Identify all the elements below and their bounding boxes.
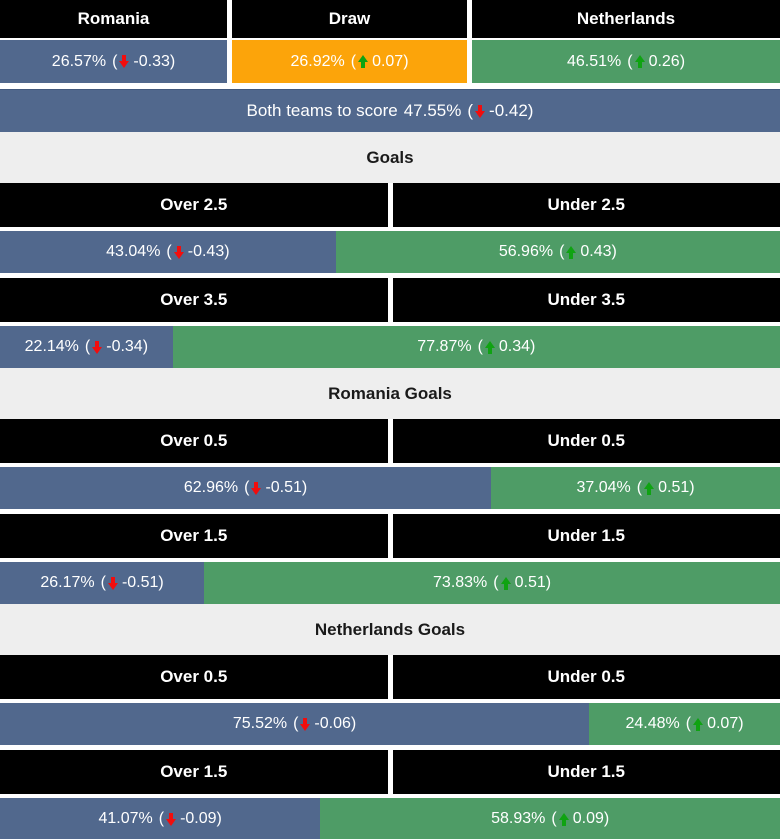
increase-arrow-icon bbox=[566, 245, 577, 259]
spacer bbox=[0, 38, 780, 40]
btts-label: Both teams to score bbox=[246, 101, 398, 120]
spacer bbox=[0, 273, 780, 278]
under-header: Under 0.5 bbox=[392, 419, 780, 463]
over-bar-segment: 43.04% (-0.43) bbox=[0, 231, 336, 273]
header-romania-label: Romania bbox=[77, 9, 150, 28]
probability-bar-row: 43.04% (-0.43) 56.96% (0.43) bbox=[0, 231, 780, 273]
btts-pct: 47.55% bbox=[403, 101, 462, 120]
probability-bar-row: 41.07% (-0.09) 58.93% (0.09) bbox=[0, 798, 780, 839]
under-header: Under 3.5 bbox=[392, 278, 780, 322]
increase-arrow-icon bbox=[644, 481, 655, 495]
increase-arrow-icon bbox=[500, 576, 511, 590]
increase-arrow-icon bbox=[484, 340, 495, 354]
decrease-arrow-icon bbox=[475, 104, 486, 118]
under-bar-segment: 58.93% (0.09) bbox=[320, 798, 780, 839]
header-divider bbox=[387, 278, 393, 322]
spacer bbox=[0, 463, 780, 467]
increase-arrow-icon bbox=[358, 55, 369, 68]
over-under-header-row: Over 0.5 Under 0.5 bbox=[0, 419, 780, 463]
spacer bbox=[0, 83, 780, 89]
under-bar-segment: 37.04% (0.51) bbox=[491, 467, 780, 509]
under-header: Under 2.5 bbox=[392, 183, 780, 227]
both-teams-to-score-bar: Both teams to score 47.55% (-0.42) bbox=[0, 89, 780, 132]
bar-divider bbox=[227, 40, 232, 83]
spacer bbox=[0, 794, 780, 798]
probability-bar-row: 22.14% (-0.34) 77.87% (0.34) bbox=[0, 326, 780, 368]
netherlands-win-delta: (0.26) bbox=[627, 52, 686, 70]
over-bar-segment: 22.14% (-0.34) bbox=[0, 326, 173, 368]
header-divider bbox=[387, 514, 393, 558]
under-bar-segment: 56.96% (0.43) bbox=[335, 231, 780, 273]
over-under-header-row: Over 1.5 Under 1.5 bbox=[0, 514, 780, 558]
header-divider bbox=[467, 0, 472, 38]
header-netherlands-label: Netherlands bbox=[576, 9, 676, 28]
under-bar-segment: 73.83% (0.51) bbox=[204, 562, 780, 604]
netherlands-win-pct: 46.51% bbox=[566, 52, 622, 70]
section-title-netherlands-goals: Netherlands Goals bbox=[0, 604, 780, 655]
over-bar-segment: 75.52% (-0.06) bbox=[0, 703, 590, 745]
over-under-header-row: Over 2.5 Under 2.5 bbox=[0, 183, 780, 227]
decrease-arrow-icon bbox=[92, 340, 103, 354]
over-under-header-row: Over 1.5 Under 1.5 bbox=[0, 750, 780, 794]
under-header: Under 0.5 bbox=[392, 655, 780, 699]
probability-bar-row: 75.52% (-0.06) 24.48% (0.07) bbox=[0, 703, 780, 745]
match-outcome-header-row: Romania Draw Netherlands bbox=[0, 0, 780, 38]
draw-delta: (0.07) bbox=[350, 52, 409, 70]
increase-arrow-icon bbox=[693, 717, 704, 731]
over-bar-segment: 62.96% (-0.51) bbox=[0, 467, 492, 509]
bar-draw: 26.92% (0.07) bbox=[232, 40, 467, 83]
bar-netherlands-win: 46.51% (0.26) bbox=[472, 40, 780, 83]
over-under-header-row: Over 3.5 Under 3.5 bbox=[0, 278, 780, 322]
section-title-romania-goals: Romania Goals bbox=[0, 368, 780, 419]
over-header: Over 1.5 bbox=[0, 750, 388, 794]
decrease-arrow-icon bbox=[251, 481, 262, 495]
decrease-arrow-icon bbox=[119, 55, 130, 68]
increase-arrow-icon bbox=[634, 55, 645, 68]
header-draw-label: Draw bbox=[328, 9, 371, 28]
over-header: Over 3.5 bbox=[0, 278, 388, 322]
header-divider bbox=[387, 655, 393, 699]
under-header: Under 1.5 bbox=[392, 750, 780, 794]
decrease-arrow-icon bbox=[166, 812, 177, 826]
spacer bbox=[0, 745, 780, 750]
over-under-header-row: Over 0.5 Under 0.5 bbox=[0, 655, 780, 699]
header-draw: Draw bbox=[232, 0, 467, 38]
over-bar-segment: 41.07% (-0.09) bbox=[0, 798, 321, 839]
over-bar-segment: 26.17% (-0.51) bbox=[0, 562, 205, 604]
spacer bbox=[0, 509, 780, 514]
draw-pct: 26.92% bbox=[290, 52, 345, 70]
over-header: Over 2.5 bbox=[0, 183, 388, 227]
decrease-arrow-icon bbox=[173, 245, 184, 259]
decrease-arrow-icon bbox=[107, 576, 118, 590]
spacer bbox=[0, 322, 780, 326]
romania-win-pct: 26.57% bbox=[51, 52, 107, 70]
under-bar-segment: 24.48% (0.07) bbox=[589, 703, 780, 745]
bar-romania-win: 26.57% (-0.33) bbox=[0, 40, 227, 83]
romania-win-delta: (-0.33) bbox=[112, 52, 176, 70]
increase-arrow-icon bbox=[558, 812, 569, 826]
header-divider bbox=[227, 0, 232, 38]
btts-delta: (-0.42) bbox=[467, 101, 534, 120]
over-header: Over 0.5 bbox=[0, 419, 388, 463]
header-romania: Romania bbox=[0, 0, 227, 38]
under-bar-segment: 77.87% (0.34) bbox=[172, 326, 780, 368]
header-divider bbox=[387, 419, 393, 463]
header-divider bbox=[387, 750, 393, 794]
spacer bbox=[0, 699, 780, 703]
over-header: Over 1.5 bbox=[0, 514, 388, 558]
match-outcome-bar-row: 26.57% (-0.33) 26.92% (0.07) 46.51% (0.2… bbox=[0, 40, 780, 83]
spacer bbox=[0, 558, 780, 562]
header-netherlands: Netherlands bbox=[472, 0, 780, 38]
bar-divider bbox=[467, 40, 472, 83]
decrease-arrow-icon bbox=[300, 717, 311, 731]
probability-bar-row: 62.96% (-0.51) 37.04% (0.51) bbox=[0, 467, 780, 509]
over-header: Over 0.5 bbox=[0, 655, 388, 699]
under-header: Under 1.5 bbox=[392, 514, 780, 558]
spacer bbox=[0, 227, 780, 231]
header-divider bbox=[387, 183, 393, 227]
section-title-goals: Goals bbox=[0, 132, 780, 183]
probability-bar-row: 26.17% (-0.51) 73.83% (0.51) bbox=[0, 562, 780, 604]
